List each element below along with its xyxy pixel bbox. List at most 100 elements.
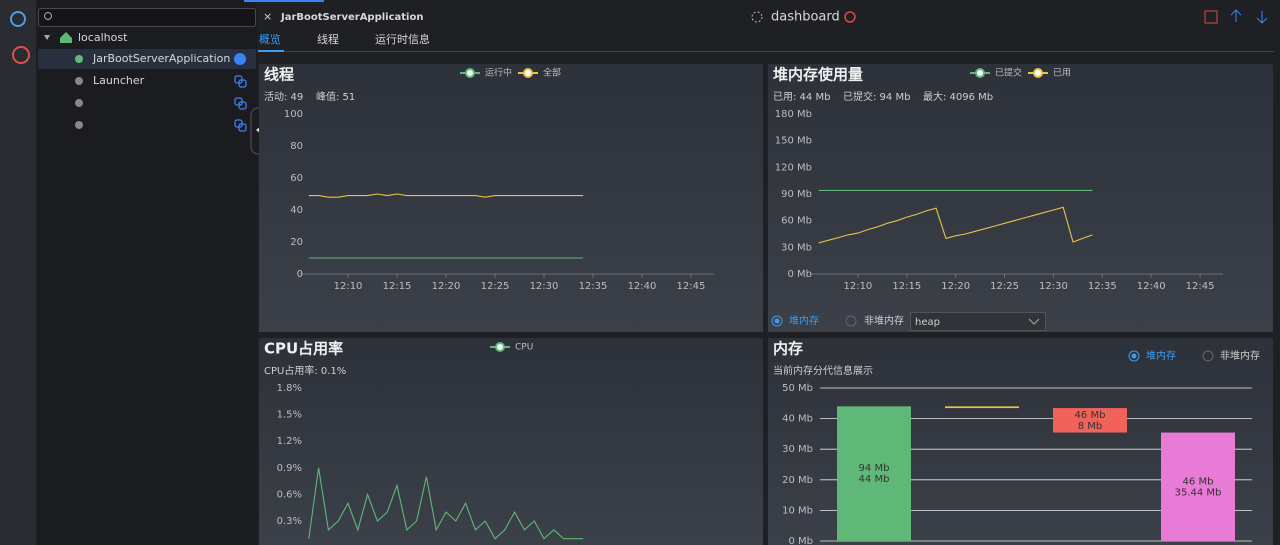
x-tick-label: 12:10 (334, 281, 363, 292)
x-tick-label: 12:45 (1186, 281, 1215, 292)
app-icon (75, 55, 83, 63)
stop-button[interactable] (234, 53, 246, 65)
record-button[interactable] (844, 11, 856, 23)
tree-root[interactable]: localhost (78, 31, 128, 44)
app-icon (75, 77, 83, 85)
x-tick-label: 12:20 (432, 281, 461, 292)
tool-icon[interactable] (1204, 10, 1218, 24)
refresh-icon[interactable] (10, 11, 26, 27)
y-tick-label: 150 Mb (775, 136, 812, 147)
bar-label: 46 Mb (1075, 410, 1106, 421)
start-buttons[interactable] (234, 75, 247, 132)
y-tick-label: 1.5% (277, 410, 302, 421)
bar-label: 8 Mb (1078, 421, 1103, 432)
bar-label: 44 Mb (859, 474, 890, 485)
x-tick-label: 12:30 (1039, 281, 1068, 292)
legend-label: 已用 (1053, 68, 1071, 79)
x-tick-label: 12:20 (941, 281, 970, 292)
series-line (818, 206, 1093, 244)
panel (259, 338, 763, 545)
panel-title: 内存 (773, 340, 803, 358)
radio-dot (1131, 353, 1137, 359)
x-tick-label: 12:25 (481, 281, 510, 292)
expand-arrow[interactable] (44, 35, 50, 40)
y-tick-label: 120 Mb (775, 162, 812, 173)
bar-label: 35.44 Mb (1175, 487, 1222, 498)
bar (1161, 432, 1235, 541)
app-title: JarBootServerApplication (280, 12, 423, 23)
radio[interactable] (1202, 350, 1214, 362)
legend-label: 运行中 (485, 67, 512, 79)
radio-selected[interactable] (1128, 350, 1140, 362)
radio-label[interactable]: 堆内存 (789, 314, 819, 327)
dashboard-icon[interactable] (12, 46, 30, 64)
legend-marker (523, 68, 533, 78)
radio-label[interactable]: 非堆内存 (864, 314, 904, 327)
panel (768, 64, 1273, 332)
legend-marker (975, 68, 985, 78)
panel-title: CPU占用率 (264, 340, 343, 358)
y-tick-label: 30 Mb (781, 242, 812, 253)
tab-underline (258, 50, 284, 52)
y-tick-label: 20 (290, 237, 303, 248)
tree-item[interactable]: JarBootServerApplication (92, 52, 230, 65)
legend-label: 已提交 (995, 67, 1022, 79)
y-tick-label: 100 (284, 109, 303, 120)
radio-selected[interactable] (771, 315, 783, 327)
x-tick-label: 12:45 (677, 281, 706, 292)
sidebar (37, 0, 257, 545)
legend-label: CPU (515, 343, 533, 353)
download-icon[interactable] (1256, 11, 1268, 24)
legend-marker (1033, 68, 1043, 78)
x-tick-label: 12:35 (1088, 281, 1117, 292)
radio-dot (774, 318, 780, 324)
radio-label[interactable]: 堆内存 (1146, 349, 1176, 362)
x-tick-label: 12:15 (892, 281, 921, 292)
app-icon (75, 99, 83, 107)
x-tick-label: 12:30 (530, 281, 559, 292)
upload-icon[interactable] (1230, 9, 1242, 22)
tab[interactable]: 线程 (317, 32, 339, 46)
tab-active[interactable]: 概览 (259, 32, 281, 46)
legend-marker (495, 342, 505, 352)
series-line (308, 193, 584, 198)
bar (837, 406, 911, 541)
stat: 活动: 49 (264, 91, 303, 103)
tab[interactable]: 运行时信息 (375, 32, 430, 46)
select-arrow (1028, 318, 1040, 325)
y-tick-label: 1.2% (277, 436, 302, 447)
y-tick-label: 1.8% (277, 383, 302, 394)
x-tick-label: 12:15 (383, 281, 412, 292)
stat: 已用: 44 Mb (773, 92, 830, 103)
x-tick-label: 12:10 (843, 281, 872, 292)
y-tick-label: 0.3% (277, 516, 302, 527)
active-indicator (244, 0, 324, 2)
panel (259, 64, 763, 332)
home-icon (60, 32, 72, 43)
tree-item[interactable]: Launcher (93, 74, 145, 87)
radio[interactable] (845, 315, 857, 327)
y-tick-label: 10 Mb (782, 505, 813, 516)
select-box[interactable] (910, 312, 1046, 331)
y-tick-label: 30 Mb (782, 444, 813, 455)
close-tab[interactable]: × (263, 10, 272, 23)
select-value[interactable]: heap (915, 317, 940, 328)
stat: 峰值: 51 (316, 90, 355, 103)
search-icon (44, 12, 52, 20)
subtitle: 当前内存分代信息展示 (773, 364, 873, 377)
y-tick-label: 50 Mb (782, 383, 813, 394)
radio-label[interactable]: 非堆内存 (1220, 349, 1260, 362)
x-tick-label: 12:40 (1137, 281, 1166, 292)
y-tick-label: 60 Mb (781, 216, 812, 227)
bar-label: 46 Mb (1183, 476, 1214, 487)
series-line (308, 467, 584, 540)
stat: CPU占用率: 0.1% (264, 364, 346, 377)
y-tick-label: 0.9% (277, 463, 302, 474)
search-box[interactable] (38, 8, 256, 27)
y-tick-label: 0 (297, 269, 303, 280)
y-tick-label: 0 Mb (788, 536, 813, 545)
y-tick-label: 80 (290, 141, 303, 152)
app-icon (75, 121, 83, 129)
